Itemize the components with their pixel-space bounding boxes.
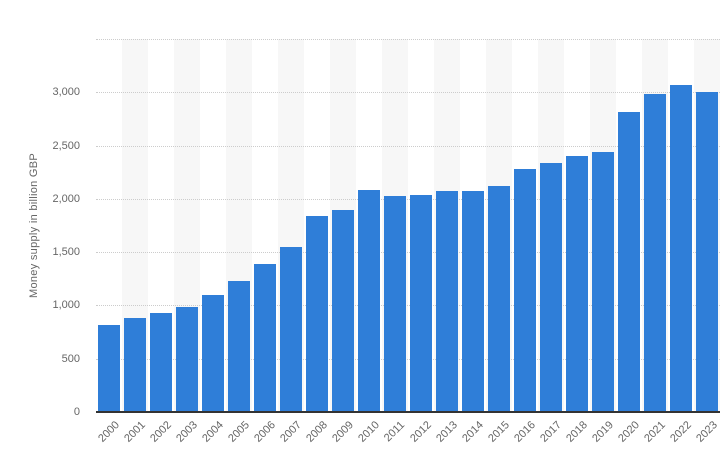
bar-2016 [514,169,536,412]
x-axis-tick-label-2018: 2018 [563,419,590,445]
bar-2011 [384,195,406,412]
x-axis-tick-label-2003: 2003 [173,419,200,445]
bar-2008 [306,216,328,412]
gridline-500 [96,358,720,360]
x-axis-tick-label-2012: 2012 [407,419,434,445]
gridline-1000 [96,305,720,307]
gridline-3500 [96,39,720,40]
bar-2009 [332,209,354,412]
x-axis-tick-label-2019: 2019 [589,419,616,445]
y-axis-tick-label-3000: 3,000 [52,86,80,99]
gridline-1500 [96,252,720,254]
y-axis-tick-label-1000: 1,000 [52,299,80,312]
y-axis-tick-label-2500: 2,500 [52,139,80,152]
x-axis-tick-label-2005: 2005 [225,419,252,445]
x-axis-tick-label-2010: 2010 [355,419,382,445]
bar-2004 [202,295,224,412]
bar-2018 [566,156,588,412]
gridline-3000 [96,92,720,94]
x-axis-tick-label-2000: 2000 [95,419,122,445]
x-axis-tick-label-2022: 2022 [667,419,694,445]
bar-2017 [540,162,562,412]
bar-2015 [488,185,510,412]
bar-2002 [150,313,172,412]
bar-2021 [644,93,666,412]
x-axis-tick-label-2014: 2014 [459,419,486,445]
x-axis-line [96,411,720,413]
y-axis-tick-label-500: 500 [61,352,80,365]
bar-2006 [254,263,276,412]
x-axis-tick-label-2016: 2016 [511,419,538,445]
x-axis-tick-label-2001: 2001 [121,419,148,445]
x-axis-tick-label-2020: 2020 [615,419,642,445]
y-axis-tick-label-0: 0 [73,406,80,418]
bar-2013 [436,191,458,412]
bar-2022 [670,85,692,412]
bar-2023 [696,91,718,412]
y-axis-tick-label-2000: 2,000 [52,192,80,205]
gridline-2000 [96,198,720,200]
bar-2010 [358,190,380,412]
x-axis-tick-label-2004: 2004 [199,419,226,445]
bar-2007 [280,247,302,412]
x-axis-tick-label-2013: 2013 [433,419,460,445]
x-axis-tick-label-2006: 2006 [251,419,278,445]
x-axis-tick-label-2008: 2008 [303,419,330,445]
x-axis-tick-label-2023: 2023 [693,419,720,445]
bar-2012 [410,195,432,412]
x-axis-tick-label-2011: 2011 [382,419,408,445]
x-axis-tick-label-2021: 2021 [641,419,668,445]
x-axis-tick-label-2009: 2009 [329,419,356,445]
y-axis-tick-label-1500: 1,500 [52,246,80,259]
plot-area [96,39,720,412]
bar-2019 [592,151,614,412]
bar-2001 [124,318,146,412]
y-axis-tick-labels: 0 500 1,000 1,500 2,000 2,500 3,000 [0,0,80,457]
bar-2000 [98,325,120,412]
x-axis-tick-label-2002: 2002 [147,419,174,445]
bar-2014 [462,191,484,412]
x-axis-tick-label-2015: 2015 [485,419,512,445]
x-axis-tick-label-2017: 2017 [537,419,564,445]
bar-2005 [228,281,250,412]
bar-2020 [618,112,640,412]
gridline-2500 [96,145,720,147]
bar-2003 [176,307,198,412]
x-axis-tick-label-2007: 2007 [277,419,304,445]
